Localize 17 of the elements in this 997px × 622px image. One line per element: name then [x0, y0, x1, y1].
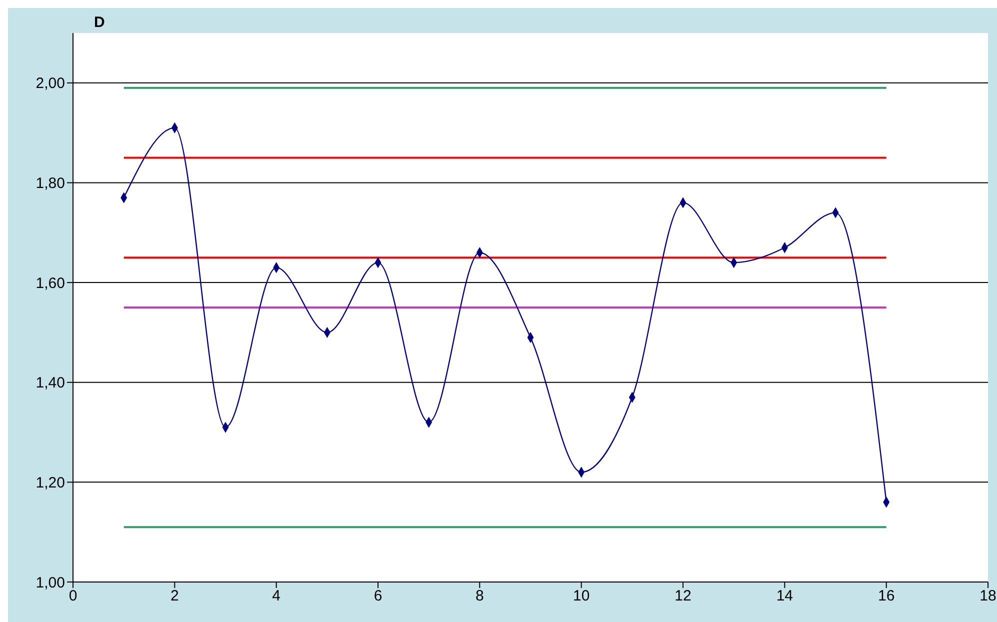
x-tick-label: 0 — [68, 588, 78, 605]
x-tick-label: 14 — [776, 588, 794, 605]
chart-title: D — [94, 14, 105, 31]
x-tick-label: 10 — [572, 588, 590, 605]
x-tick-label: 8 — [475, 588, 484, 605]
x-tick-label: 6 — [374, 588, 382, 605]
x-tick-label: 2 — [170, 588, 179, 605]
y-tick-label: 2,00 — [36, 75, 65, 92]
x-tick-label: 4 — [272, 588, 281, 605]
x-tick-label: 16 — [878, 588, 895, 605]
x-tick-label: 18 — [980, 588, 996, 605]
y-tick-label: 1,00 — [36, 574, 65, 592]
y-tick-label: 1,60 — [36, 274, 65, 292]
y-tick-label: 1,40 — [36, 374, 65, 392]
y-tick-label: 1,20 — [36, 474, 65, 492]
y-tick-label: 1,80 — [36, 175, 65, 192]
x-tick-label: 12 — [674, 588, 692, 605]
